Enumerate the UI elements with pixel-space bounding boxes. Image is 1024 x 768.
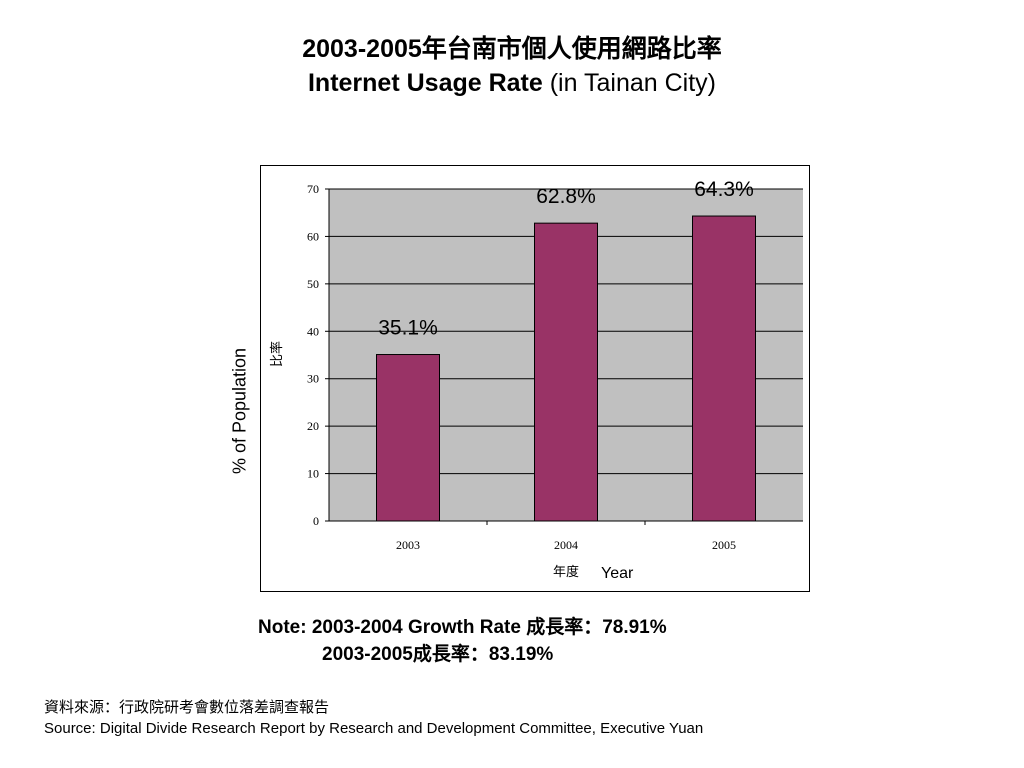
y-tick-label-30: 30 <box>307 372 319 386</box>
note-line-1: Note: 2003-2004 Growth Rate 成長率：78.91% <box>258 617 667 638</box>
y-tick-label-50: 50 <box>307 277 319 291</box>
title-english: Internet Usage Rate (in Tainan City) <box>0 66 1024 100</box>
title-chinese: 2003-2005年台南市個人使用網路比率 <box>302 35 722 63</box>
source-line-chinese: 資料來源：行政院研考會數位落差調查報告 <box>44 699 330 716</box>
x-tick-label-2004: 2004 <box>554 538 578 552</box>
data-label-2005: 64.3% <box>694 178 754 201</box>
source-line-english: Source: Digital Divide Research Report b… <box>44 720 704 737</box>
bar-2004 <box>534 222 598 522</box>
y-tick-label-70: 70 <box>307 182 319 196</box>
x-tick-label-2003: 2003 <box>396 538 420 552</box>
x-axis-title-english: Year <box>601 565 634 582</box>
y-tick-label-10: 10 <box>307 467 319 481</box>
data-label-2004: 62.8% <box>536 185 596 208</box>
bar-2005 <box>692 215 756 522</box>
x-tick-label-2005: 2005 <box>712 538 736 552</box>
y-axis-title: 比率 <box>269 341 285 367</box>
x-axis-title: 年度 <box>553 564 579 580</box>
y-tick-label-0: 0 <box>313 514 319 528</box>
chart-title: 2003-2005年台南市個人使用網路比率 Internet Usage Rat… <box>0 32 1024 100</box>
bar-2003 <box>376 354 440 522</box>
data-label-2003: 35.1% <box>378 317 438 340</box>
note-line-2: 2003-2005成長率：83.19% <box>322 644 554 665</box>
title-english-rest: (in Tainan City) <box>542 69 716 97</box>
y-tick-label-40: 40 <box>307 324 319 338</box>
y-axis-outer-label: % of Population <box>229 347 250 475</box>
chart-area: 0 10 20 30 40 50 60 70 35.1% 2003 62.8% 2004 64.3% 20… <box>260 165 810 592</box>
source-citation: 資料來源：行政院研考會數位落差調查報告 Source: Digital Divi… <box>44 697 703 739</box>
title-english-bold: Internet Usage Rate <box>307 69 543 97</box>
y-tick-label-20: 20 <box>307 419 319 433</box>
bar-chart: 0 10 20 30 40 50 60 70 35.1% 2003 62.8% 2004 64.3% 20… <box>269 178 803 582</box>
growth-note: Note: 2003-2004 Growth Rate 成長率：78.91% 2… <box>258 614 667 668</box>
y-tick-label-60: 60 <box>307 229 319 243</box>
